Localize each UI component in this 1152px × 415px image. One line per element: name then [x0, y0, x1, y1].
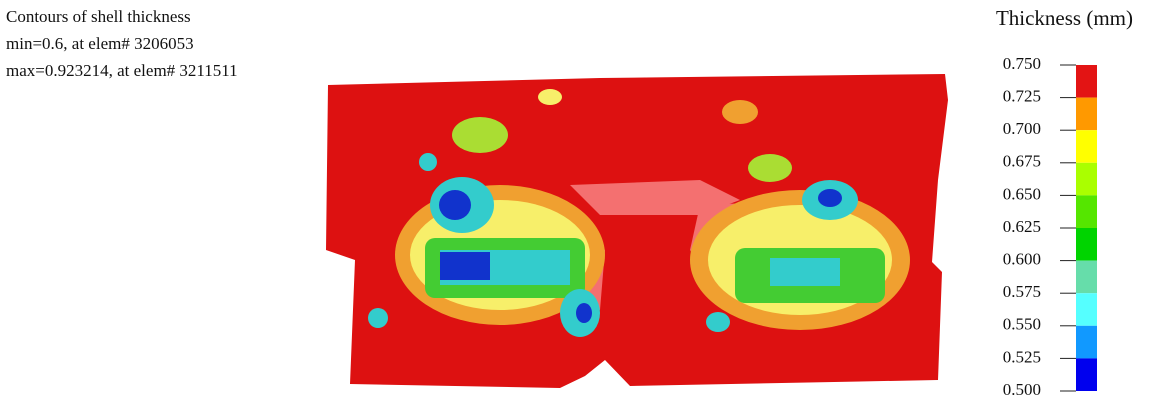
contour-plot: [326, 74, 948, 388]
header-title: Contours of shell thickness: [6, 7, 191, 26]
legend-tick-label: 0.500: [1003, 380, 1041, 399]
legend-bin: [1076, 162, 1097, 196]
legend-tick-label: 0.650: [1003, 184, 1041, 203]
legend-tick-label: 0.550: [1003, 315, 1041, 334]
legend-bin: [1076, 97, 1097, 131]
spot: [576, 303, 592, 323]
spot: [706, 312, 730, 332]
spot: [452, 117, 508, 153]
legend-tick-label: 0.600: [1003, 250, 1041, 269]
spot: [748, 154, 792, 182]
legend-tick-label: 0.625: [1003, 217, 1041, 236]
legend-bin: [1076, 325, 1097, 359]
legend-tick-label: 0.525: [1003, 347, 1041, 366]
spot: [538, 89, 562, 105]
legend-bin: [1076, 130, 1097, 163]
legend-tick-label: 0.575: [1003, 282, 1041, 301]
spot: [368, 308, 388, 328]
legend-bin: [1076, 293, 1097, 326]
header-max: max=0.923214, at elem# 3211511: [6, 61, 238, 80]
legend-tick-label: 0.675: [1003, 152, 1041, 171]
legend-bin: [1076, 195, 1097, 228]
legend-bin: [1076, 358, 1097, 391]
header-min: min=0.6, at elem# 3206053: [6, 34, 194, 53]
legend-tick-label: 0.750: [1003, 54, 1041, 73]
legend: 0.750 0.725 0.700 0.675 0.650 0.625 0.600 0.575…: [1003, 54, 1097, 399]
spot: [818, 189, 842, 207]
legend-bin: [1076, 260, 1097, 294]
legend-bin: [1076, 228, 1097, 261]
region-cyan: [770, 258, 840, 286]
region-blue: [440, 252, 490, 280]
legend-tick-label: 0.725: [1003, 87, 1041, 106]
legend-tick-label: 0.700: [1003, 119, 1041, 138]
spot: [419, 153, 437, 171]
region-light: [570, 180, 740, 215]
legend-title: Thickness (mm): [996, 6, 1133, 30]
spot: [439, 190, 471, 220]
spot: [722, 100, 758, 124]
legend-bin: [1076, 65, 1097, 98]
